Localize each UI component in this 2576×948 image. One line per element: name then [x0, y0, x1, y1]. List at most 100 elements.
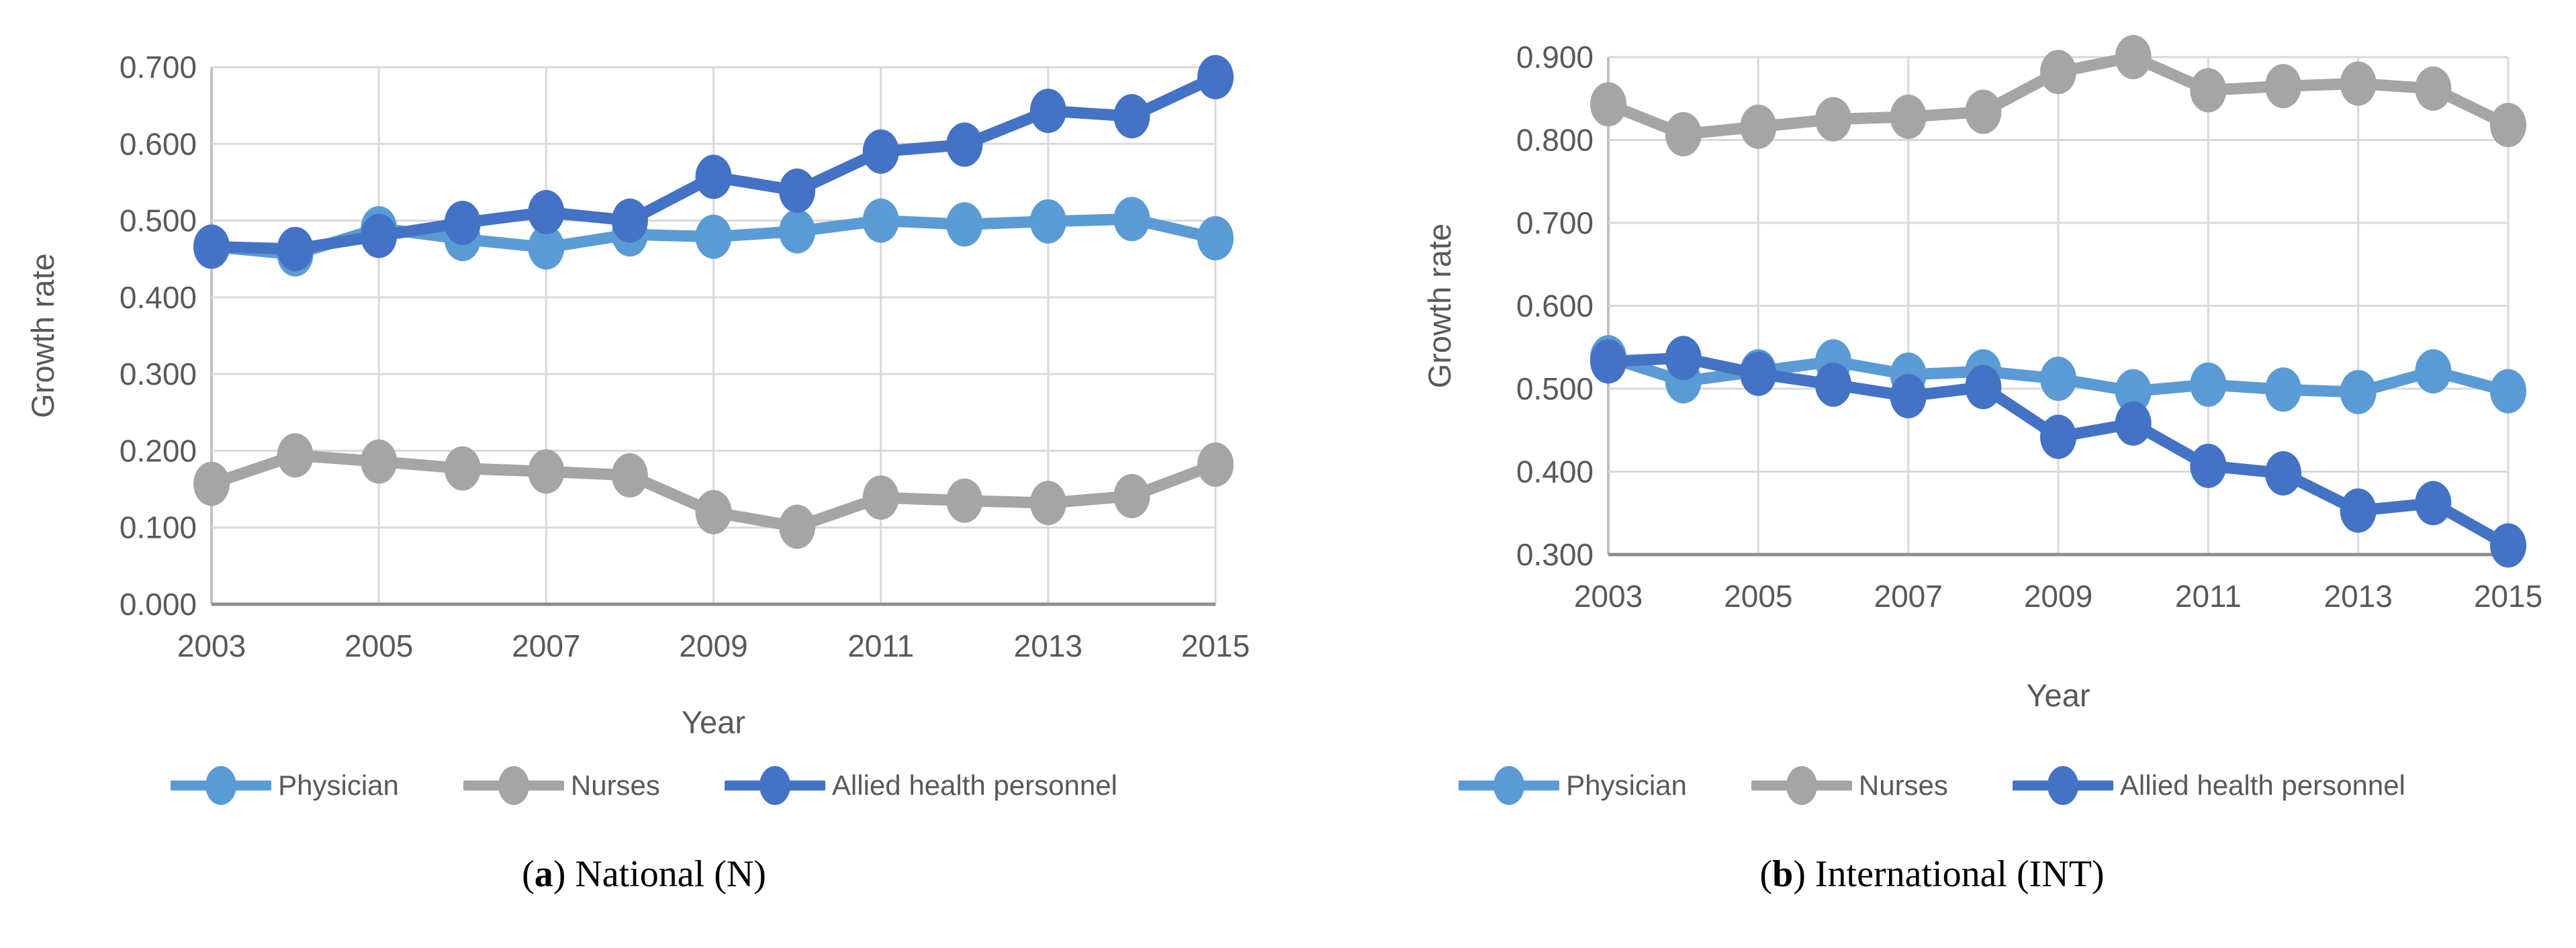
data-point-marker: [779, 169, 816, 213]
y-tick-label: 0.700: [120, 50, 197, 85]
y-tick-label: 0.300: [120, 357, 197, 391]
data-point-marker: [2340, 488, 2377, 533]
data-point-marker: [2490, 103, 2526, 148]
legend-dot: [2047, 766, 2078, 805]
data-point-marker: [528, 190, 565, 234]
data-point-marker: [444, 201, 481, 245]
caption-paren: (: [1759, 853, 1773, 895]
y-tick-label: 0.100: [120, 510, 197, 545]
data-point-marker: [1965, 89, 2002, 134]
data-point-marker: [1740, 351, 1777, 396]
data-point-marker: [2340, 369, 2377, 414]
legend-dot: [498, 766, 529, 805]
y-tick-label: 0.500: [1516, 371, 1594, 406]
x-tick-label: 2009: [2024, 579, 2092, 614]
caption-letter: b: [1772, 853, 1794, 895]
data-point-marker: [1815, 97, 1851, 142]
data-point-marker: [1029, 481, 1066, 526]
physician-line-marker-icon: [171, 766, 272, 805]
data-point-marker: [2190, 68, 2227, 113]
physician-line-marker-icon: [1459, 766, 1560, 805]
y-tick-label: 0.700: [1516, 205, 1594, 240]
caption-paren: (: [522, 853, 535, 895]
y-tick-label: 0.900: [1516, 40, 1594, 75]
nurses-line-marker-icon: [463, 766, 564, 805]
y-tick-label: 0.000: [120, 587, 197, 622]
legend-item-physician: Physician: [1459, 764, 1687, 807]
data-point-marker: [2415, 481, 2452, 526]
data-point-marker: [862, 198, 899, 243]
y-tick-label: 0.800: [1516, 123, 1594, 158]
y-tick-label: 0.600: [1516, 289, 1594, 324]
data-point-marker: [1890, 94, 1927, 139]
legend-label-allied: Allied health personnel: [831, 769, 1117, 801]
data-point-marker: [2490, 369, 2526, 414]
x-tick-label: 2007: [1874, 579, 1942, 614]
y-tick-label: 0.300: [1516, 537, 1594, 572]
legend-dot: [205, 766, 237, 805]
data-point-marker: [2040, 50, 2076, 95]
data-point-marker: [611, 453, 648, 497]
data-point-marker: [2040, 357, 2076, 401]
allied-line-marker-icon: [724, 766, 825, 805]
data-point-marker: [2265, 367, 2301, 412]
nurses-line-marker-icon: [1751, 766, 1852, 805]
data-point-marker: [277, 226, 314, 271]
data-point-marker: [695, 154, 732, 199]
data-point-marker: [2265, 64, 2301, 109]
x-tick-label: 2013: [2324, 579, 2392, 614]
data-point-marker: [611, 198, 648, 243]
data-point-marker: [1197, 442, 1234, 487]
legend-international: Physician Nurses Allied health personnel: [1288, 761, 2576, 810]
data-point-marker: [2190, 362, 2227, 407]
data-point-marker: [779, 504, 816, 549]
data-point-marker: [1665, 336, 1702, 381]
x-tick-label: 2005: [344, 628, 413, 663]
data-point-marker: [2490, 523, 2526, 568]
data-point-marker: [695, 489, 732, 534]
data-point-marker: [1113, 473, 1150, 518]
legend-dot: [759, 766, 790, 805]
allied-line-marker-icon: [2012, 766, 2113, 805]
x-tick-label: 2013: [1014, 628, 1083, 663]
caption-letter: a: [534, 853, 553, 895]
caption-international: (b) International (INT): [1759, 853, 2104, 896]
data-point-marker: [2265, 451, 2301, 495]
data-point-marker: [1665, 111, 1702, 156]
data-point-marker: [1029, 199, 1066, 244]
data-point-marker: [862, 129, 899, 174]
data-point-marker: [1113, 197, 1150, 242]
legend-item-nurses: Nurses: [463, 764, 660, 807]
data-point-marker: [2115, 401, 2152, 446]
legend-item-allied: Allied health personnel: [2012, 764, 2405, 807]
data-point-marker: [193, 224, 230, 269]
data-point-marker: [862, 475, 899, 520]
data-point-marker: [946, 122, 983, 167]
caption-text: ) National (N): [553, 853, 766, 895]
x-tick-label: 2011: [847, 628, 914, 663]
caption-text: ) International (INT): [1793, 853, 2105, 895]
data-point-marker: [1590, 339, 1626, 384]
legend-item-physician: Physician: [171, 764, 399, 807]
data-point-marker: [695, 214, 732, 259]
data-point-marker: [946, 478, 983, 523]
data-point-marker: [193, 461, 230, 506]
y-tick-label: 0.500: [120, 203, 197, 238]
x-tick-label: 2015: [1181, 628, 1250, 663]
x-tick-label: 2007: [512, 628, 580, 663]
legend-label-physician: Physician: [278, 769, 399, 801]
caption-national: (a) National (N): [522, 853, 766, 896]
x-tick-label: 2003: [177, 628, 246, 663]
data-point-marker: [444, 446, 481, 491]
data-point-marker: [1890, 374, 1927, 419]
data-point-marker: [1113, 94, 1150, 139]
y-tick-label: 0.400: [1516, 455, 1594, 489]
data-point-marker: [528, 449, 565, 494]
data-point-marker: [528, 225, 565, 270]
y-axis-title: Growth rate: [25, 253, 60, 418]
y-tick-label: 0.400: [120, 280, 197, 315]
legend-national: Physician Nurses Allied health personnel: [0, 761, 1288, 810]
data-point-marker: [361, 214, 398, 258]
data-point-marker: [2340, 61, 2377, 106]
legend-label-allied: Allied health personnel: [2119, 769, 2405, 801]
